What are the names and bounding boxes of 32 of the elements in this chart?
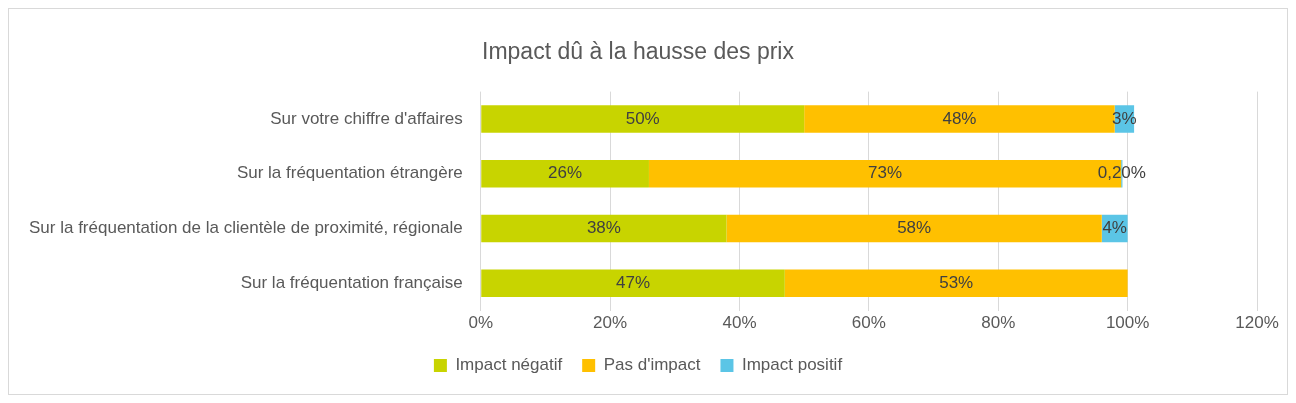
x-tick-label: 40%: [722, 313, 757, 333]
legend-label: Pas d'impact: [603, 355, 701, 375]
bar: [481, 105, 805, 133]
chart-title: Impact dû à la hausse des prix: [482, 38, 795, 65]
x-tick-label: 120%: [1235, 313, 1279, 333]
data-label: 50%: [625, 108, 660, 128]
x-tick-label: 20%: [593, 313, 628, 333]
bar: [784, 269, 1128, 297]
bar: [481, 160, 649, 188]
bar: [481, 214, 727, 243]
bar: [726, 214, 1102, 243]
data-label: 47%: [616, 272, 651, 292]
data-label: 4%: [1102, 218, 1127, 238]
y-tick-label: Sur la fréquentation étrangère: [236, 163, 463, 183]
y-tick-label: Sur votre chiffre d'affaires: [270, 108, 463, 128]
x-tick-label: 100%: [1105, 313, 1150, 333]
y-tick-label: Sur la fréquentation française: [240, 272, 463, 292]
data-label: 48%: [942, 108, 977, 128]
data-label: 26%: [548, 163, 583, 183]
x-tick-label: 60%: [851, 313, 886, 333]
data-label: 53%: [939, 272, 974, 292]
data-label: 38%: [586, 218, 621, 238]
legend-label: Impact positif: [741, 355, 843, 375]
legend-label: Impact négatif: [455, 355, 563, 375]
data-label: 58%: [897, 218, 932, 238]
data-label: 73%: [868, 163, 903, 183]
y-tick-label: Sur la fréquentation de la clientèle de proximité, régionale: [29, 218, 463, 238]
x-tick-label: 0%: [468, 313, 494, 333]
x-tick-label: 80%: [981, 313, 1016, 333]
bar: [481, 269, 785, 297]
data-label: 0,20%: [1097, 163, 1146, 183]
bar: [804, 105, 1115, 133]
